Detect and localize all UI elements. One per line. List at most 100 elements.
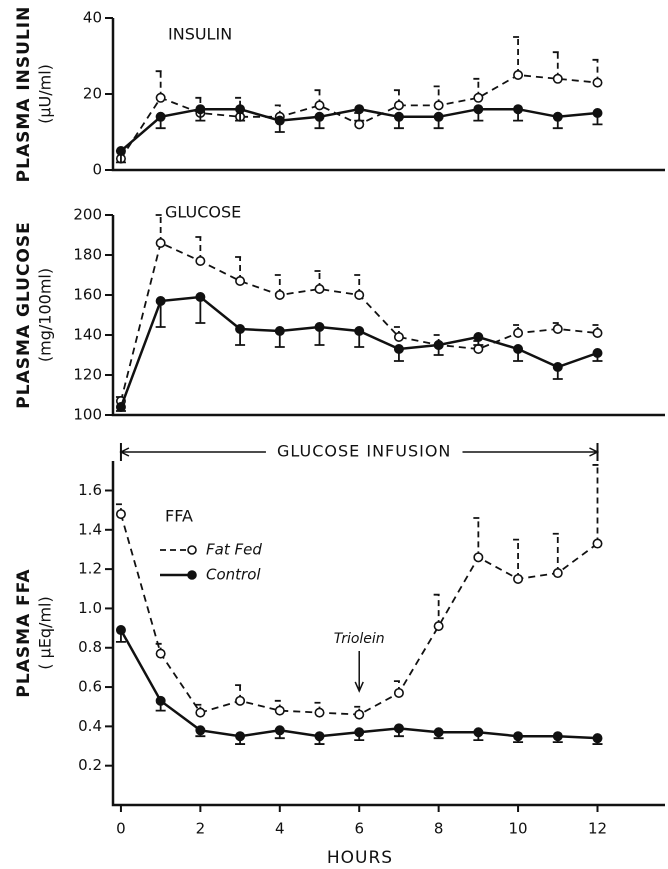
data-point (235, 275, 246, 286)
y-tick-label: 160 (73, 286, 102, 304)
data-point (155, 111, 166, 122)
legend-marker (187, 545, 197, 555)
data-point (155, 695, 166, 706)
error-bar (513, 36, 524, 75)
x-axis-label: HOURS (327, 848, 393, 868)
data-point (592, 538, 603, 549)
data-point (393, 331, 404, 342)
data-point (592, 347, 603, 358)
data-point (393, 687, 404, 698)
data-point (433, 100, 444, 111)
y-tick-label: 1.4 (78, 520, 102, 538)
data-point (513, 573, 524, 584)
span-line (119, 447, 600, 457)
data-point (314, 707, 325, 718)
error-bar (552, 532, 563, 574)
data-point (552, 731, 563, 742)
legend-marker (187, 570, 197, 580)
x-tick-label: 6 (354, 820, 364, 838)
data-point (592, 108, 603, 119)
y-axis-units: (μU/ml) (36, 64, 55, 124)
x-tick-label: 8 (434, 820, 444, 838)
data-point (393, 111, 404, 122)
data-point (274, 725, 285, 736)
data-point (552, 111, 563, 122)
data-point (155, 648, 166, 659)
data-point (195, 104, 206, 115)
data-point (115, 146, 126, 157)
data-point (513, 343, 524, 354)
y-tick-label: 0.2 (78, 756, 102, 774)
data-point (393, 343, 404, 354)
data-point (433, 727, 444, 738)
data-point (473, 104, 484, 115)
data-point (592, 77, 603, 88)
data-point (433, 111, 444, 122)
data-point (354, 289, 365, 300)
y-tick-label: 40 (83, 9, 102, 27)
data-point (473, 92, 484, 103)
data-point (393, 723, 404, 734)
y-axis-units: ( μEq/ml) (36, 596, 55, 669)
data-point (513, 731, 524, 742)
y-tick-label: 1.0 (78, 599, 102, 617)
axis (111, 215, 665, 417)
error-bar (513, 538, 524, 579)
error-bar (592, 464, 603, 544)
arrow (354, 650, 364, 693)
x-tick-label: 2 (196, 820, 206, 838)
data-point (473, 331, 484, 342)
y-tick-label: 180 (73, 246, 102, 264)
data-point (433, 621, 444, 632)
y-axis-label: PLASMA GLUCOSE (14, 221, 34, 408)
data-point (552, 361, 563, 372)
data-point (354, 104, 365, 115)
data-point (155, 295, 166, 306)
panel-title: INSULIN (168, 25, 232, 44)
y-tick-label: 20 (83, 85, 102, 103)
data-point (513, 327, 524, 338)
span-label: GLUCOSE INFUSION (277, 442, 451, 461)
data-point (235, 104, 246, 115)
data-point (195, 707, 206, 718)
data-point (314, 283, 325, 294)
data-point (473, 343, 484, 354)
arrow-label: Triolein (334, 631, 385, 647)
data-point (393, 100, 404, 111)
panel-title: FFA (165, 507, 193, 526)
axis (111, 461, 665, 807)
y-tick-label: 120 (73, 366, 102, 384)
legend-label: Control (206, 566, 261, 584)
data-point (155, 92, 166, 103)
data-point (513, 104, 524, 115)
series-line (120, 241, 598, 402)
data-point (195, 291, 206, 302)
y-tick-label: 200 (73, 206, 102, 224)
data-point (354, 709, 365, 720)
data-point (235, 323, 246, 334)
y-tick-label: 100 (73, 406, 102, 424)
data-point (592, 327, 603, 338)
data-point (552, 568, 563, 579)
data-point (274, 289, 285, 300)
data-point (235, 695, 246, 706)
y-axis-label: PLASMA FFA (14, 568, 34, 697)
data-point (314, 731, 325, 742)
data-point (314, 100, 325, 111)
x-tick-label: 0 (116, 820, 126, 838)
y-axis-label: PLASMA INSULIN (14, 6, 34, 183)
y-tick-label: 0.8 (78, 638, 102, 656)
series-line (119, 295, 598, 408)
data-point (115, 401, 126, 412)
error-bar (433, 593, 444, 627)
y-tick-label: 140 (73, 326, 102, 344)
y-axis-units: (mg/100ml) (36, 268, 55, 362)
y-tick-label: 1.6 (78, 481, 102, 499)
data-point (235, 731, 246, 742)
data-point (473, 552, 484, 563)
data-point (552, 323, 563, 334)
data-point (473, 727, 484, 738)
y-tick-label: 1.2 (78, 560, 102, 578)
data-point (274, 705, 285, 716)
